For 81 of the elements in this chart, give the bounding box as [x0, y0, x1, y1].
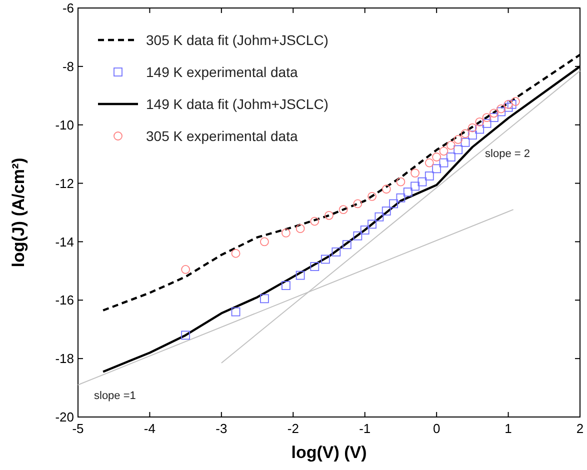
x-tick-label: 1 [504, 421, 512, 436]
point [454, 145, 463, 154]
point [475, 117, 484, 126]
legend-label: 305 K experimental data [146, 128, 298, 144]
x-tick-label: -3 [216, 421, 228, 436]
point [410, 168, 420, 178]
x-tick-label: -1 [359, 421, 371, 436]
point [396, 193, 406, 202]
point [432, 152, 442, 162]
point [396, 177, 406, 186]
point [489, 108, 498, 118]
point [368, 220, 376, 229]
point [296, 270, 305, 280]
point [231, 248, 240, 258]
point [368, 192, 376, 201]
x-tick-label: 0 [432, 421, 440, 436]
y-tick-label: -18 [55, 351, 74, 366]
point [460, 138, 470, 147]
point [460, 129, 470, 138]
y-tick-label: -16 [55, 292, 74, 308]
point [424, 172, 434, 180]
x-tick-label: 2 [576, 421, 584, 436]
point [403, 188, 412, 196]
y-tick-label: -6 [62, 0, 74, 16]
point [507, 100, 516, 109]
point [439, 146, 448, 156]
point [353, 199, 362, 208]
legend-label: 149 K experimental data [146, 64, 298, 80]
point [260, 294, 269, 304]
point [342, 240, 352, 250]
y-tick-label: -10 [55, 117, 74, 132]
point [310, 216, 320, 226]
legend-label: 149 K data fit (Johm+JSCLC) [146, 96, 328, 112]
point [496, 104, 506, 114]
point [511, 97, 520, 106]
point [310, 262, 320, 271]
point [282, 228, 290, 238]
point [360, 226, 370, 234]
point [353, 231, 362, 240]
point [282, 281, 290, 290]
point [382, 184, 391, 194]
annotation: slope =1 [94, 390, 136, 402]
annotation: slope = 2 [485, 148, 530, 160]
point [446, 152, 456, 162]
point [439, 158, 448, 168]
x-tick-label: -5 [72, 421, 84, 436]
legend-label: 305 K data fit (Johm+JSCLC) [146, 32, 328, 48]
point [418, 177, 427, 186]
point [231, 307, 240, 316]
point [504, 100, 513, 109]
point [432, 164, 442, 174]
point [446, 140, 456, 150]
point [382, 206, 391, 216]
point [332, 247, 341, 256]
point [260, 237, 269, 246]
point [496, 107, 506, 116]
point [468, 123, 477, 132]
point [475, 124, 484, 134]
point [181, 265, 190, 274]
point [482, 113, 492, 122]
point [296, 224, 305, 234]
point [410, 182, 420, 191]
x-tick-label: -2 [287, 421, 299, 436]
point [504, 102, 513, 112]
point [338, 205, 348, 214]
point [389, 199, 398, 208]
y-tick-label: -12 [55, 176, 74, 191]
point [424, 158, 434, 168]
x-tick-label: -4 [144, 421, 156, 436]
point [181, 330, 190, 340]
point [374, 212, 384, 222]
point [320, 254, 330, 264]
y-axis-title: log(J) (A/cm²) [9, 158, 28, 268]
y-tick-label: -8 [62, 58, 74, 74]
point [482, 118, 492, 128]
x-axis-title: log(V) (V) [291, 443, 367, 462]
y-tick-label: -14 [55, 234, 74, 250]
point [324, 210, 334, 220]
point [468, 130, 477, 140]
y-tick-label: -20 [55, 410, 74, 425]
point [454, 135, 463, 144]
